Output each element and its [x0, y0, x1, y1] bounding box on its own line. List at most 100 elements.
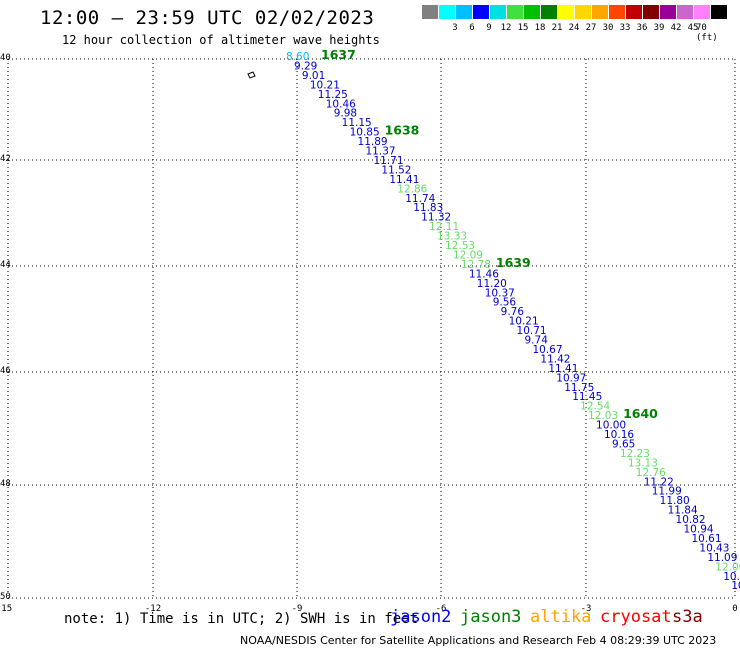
scale-label: 9 [486, 23, 492, 33]
wave-height-label: 10.82 [676, 514, 706, 526]
wave-height-label: 10.00 [596, 420, 626, 432]
satellite-legend-jason2: jason2 [390, 607, 452, 627]
wave-height-label: 9.01 [302, 70, 325, 82]
lat-tick-label: 50 [0, 592, 11, 602]
scale-swatch [694, 5, 710, 19]
scale-label: 18 [534, 23, 546, 33]
scale-swatch [558, 5, 574, 19]
wave-height-label: 8.60 [286, 51, 309, 63]
wave-height-label: 13.13 [628, 457, 658, 469]
lon-tick-label: -15 [0, 604, 13, 614]
lat-tick-label: 46 [0, 366, 11, 376]
satellite-legend-altika: altika [530, 607, 592, 627]
lon-tick-label: -3 [580, 604, 592, 614]
satellite-legend-jason3: jason3 [460, 607, 522, 627]
scale-label: 3 [452, 23, 458, 33]
pass-labels: 1637163816391640164 [321, 47, 658, 421]
credit-line: NOAA/NESDIS Center for Satellite Applica… [240, 634, 717, 647]
lon-tick-label: -6 [435, 604, 447, 614]
wave-height-label: 9.65 [612, 438, 635, 450]
scale-label: 42 [670, 23, 682, 33]
scale-swatch [456, 5, 472, 19]
wave-height-label: 9.29 [294, 60, 317, 72]
pass-time-label: 1638 [385, 123, 420, 138]
map-subtitle: 12 hour collection of altimeter wave hei… [62, 33, 380, 47]
wave-height-label: 11.99 [652, 486, 682, 498]
scale-swatch [711, 5, 727, 19]
scale-label: 30 [602, 23, 614, 33]
wave-height-label: 10.43 [699, 542, 729, 554]
lat-tick-label: 44 [0, 260, 11, 270]
wave-height-label: 11.71 [373, 155, 403, 167]
wave-height-label: 11.83 [413, 202, 443, 214]
wave-height-label: 10.21 [310, 79, 340, 91]
scale-swatch [609, 5, 625, 19]
satellite-legend-cryosat: cryosat [600, 607, 672, 627]
wave-height-label: 11.42 [540, 353, 570, 365]
scale-swatch [677, 5, 693, 19]
wave-height-label: 10.21 [509, 316, 539, 328]
wave-height-label: 11.89 [358, 136, 388, 148]
wave-height-label: 12.23 [620, 448, 650, 460]
wave-height-label: 10.94 [684, 524, 714, 536]
scale-label: 33 [619, 23, 631, 33]
lon-tick-label: -9 [291, 604, 303, 614]
wave-height-label: 10.61 [691, 533, 721, 545]
island-outline [247, 71, 256, 79]
scale-label: 21 [551, 23, 563, 33]
scale-swatch [643, 5, 659, 19]
lon-tick-label: 0 [732, 604, 738, 614]
wave-height-label: 11.46 [469, 268, 499, 280]
lat-tick-label: 42 [0, 154, 11, 164]
wave-height-label: 11.75 [564, 382, 594, 394]
wave-height-label: 11.84 [668, 505, 698, 517]
pass-time-label: 1637 [321, 47, 356, 62]
wave-height-label: 12.06 [715, 561, 740, 573]
wave-height-label: 10.71 [517, 325, 547, 337]
wave-height-label: 12.78 [461, 259, 491, 271]
scale-label: 27 [585, 23, 597, 33]
wave-height-label: 10.37 [485, 287, 515, 299]
lat-tick-label: 48 [0, 479, 11, 489]
scale-label: 45 [687, 23, 699, 33]
map-title: 12:00 – 23:59 UTC 02/02/2023 [40, 7, 375, 29]
wave-height-label: 11.25 [318, 89, 348, 101]
lon-tick-label: -12 [144, 604, 162, 614]
wave-height-label: 12.86 [397, 183, 427, 195]
scale-swatch [626, 5, 642, 19]
wave-height-label: 10.85 [350, 127, 380, 139]
wave-height-label: 11.41 [548, 363, 578, 375]
wave-height-label: 12.76 [636, 467, 666, 479]
scale-swatch [422, 5, 438, 19]
wave-height-label: 11.20 [477, 278, 507, 290]
scale-swatch [439, 5, 455, 19]
pass-time-label: 1640 [623, 406, 658, 421]
scale-label: 12 [500, 23, 512, 33]
wave-height-label: 11.74 [405, 193, 435, 205]
scale-swatch [524, 5, 540, 19]
wave-height-label: 11.80 [660, 495, 690, 507]
wave-height-label: 10.86 [723, 571, 740, 583]
scale-swatch [660, 5, 676, 19]
wave-height-label: 12.53 [445, 240, 475, 252]
scale-label: 15 [517, 23, 529, 33]
footer-note: note: 1) Time is in UTC; 2) SWH is in fe… [64, 611, 419, 627]
lat-tick-label: 40 [0, 53, 11, 63]
pass-time-label: 1639 [496, 255, 531, 270]
wave-height-label: 11.09 [707, 552, 737, 564]
wave-height-label: 12.54 [580, 401, 610, 413]
wave-height-label: 10.97 [556, 372, 586, 384]
wave-height-label: 11.45 [572, 391, 602, 403]
wave-height-label: 12.11 [429, 221, 459, 233]
wave-height-label: 11.37 [366, 146, 396, 158]
scale-label: 70 (ft) [696, 23, 718, 43]
wave-height-label: 10.67 [532, 344, 562, 356]
wave-height-label: 13.33 [437, 231, 467, 243]
scale-label: 39 [653, 23, 665, 33]
wave-height-label: 10.46 [326, 98, 356, 110]
satellite-legend-s3a: s3a [672, 607, 703, 627]
wave-height-label: 9.98 [334, 108, 357, 120]
wave-height-label: 10.39 [731, 580, 740, 592]
scale-swatch [541, 5, 557, 19]
